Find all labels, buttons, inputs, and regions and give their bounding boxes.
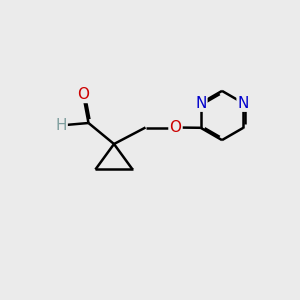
- Text: O: O: [169, 120, 181, 135]
- Text: H: H: [55, 118, 67, 133]
- Text: N: N: [195, 96, 206, 111]
- Text: O: O: [77, 87, 89, 102]
- Text: N: N: [238, 96, 249, 111]
